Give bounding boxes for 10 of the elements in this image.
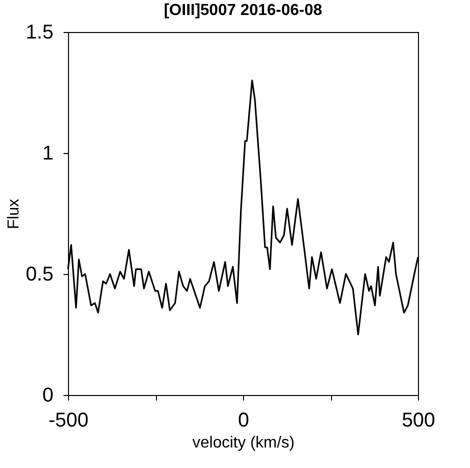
y-tick-label: 1.5 (26, 22, 54, 44)
x-tick-label: 500 (402, 410, 436, 432)
y-tick-label: 0 (42, 384, 54, 406)
chart-title: [OIII]5007 2016-06-08 (164, 2, 322, 19)
y-axis-title: Flux (6, 198, 23, 230)
x-axis-title: velocity (km/s) (192, 434, 295, 452)
x-tick-label: 0 (238, 410, 250, 432)
x-tick-label: -500 (48, 410, 89, 432)
y-tick-label: 0.5 (26, 264, 54, 286)
y-tick-label: 1 (42, 142, 54, 164)
